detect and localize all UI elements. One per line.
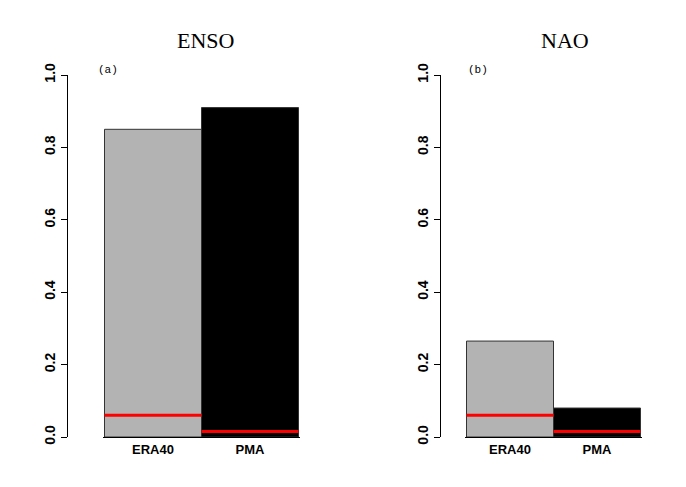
svg-text:1.0: 1.0	[42, 63, 58, 83]
svg-text:0.6: 0.6	[42, 208, 58, 228]
svg-text:(a): (a)	[98, 64, 118, 76]
svg-text:0.2: 0.2	[42, 353, 58, 373]
svg-text:ENSO: ENSO	[177, 28, 234, 53]
svg-text:ERA40: ERA40	[489, 442, 531, 457]
svg-text:0.8: 0.8	[42, 135, 58, 155]
svg-text:PMA: PMA	[583, 442, 613, 457]
svg-text:0.8: 0.8	[415, 135, 431, 155]
svg-text:0.4: 0.4	[415, 280, 431, 300]
svg-text:0.2: 0.2	[415, 353, 431, 373]
svg-text:ERA40: ERA40	[132, 442, 174, 457]
svg-text:0.4: 0.4	[42, 280, 58, 300]
svg-text:NAO: NAO	[541, 28, 589, 53]
svg-text:0.0: 0.0	[42, 425, 58, 445]
svg-text:1.0: 1.0	[415, 63, 431, 83]
svg-text:0.6: 0.6	[415, 208, 431, 228]
svg-text:(b): (b)	[468, 64, 488, 76]
svg-text:PMA: PMA	[236, 442, 266, 457]
svg-text:0.0: 0.0	[415, 425, 431, 445]
